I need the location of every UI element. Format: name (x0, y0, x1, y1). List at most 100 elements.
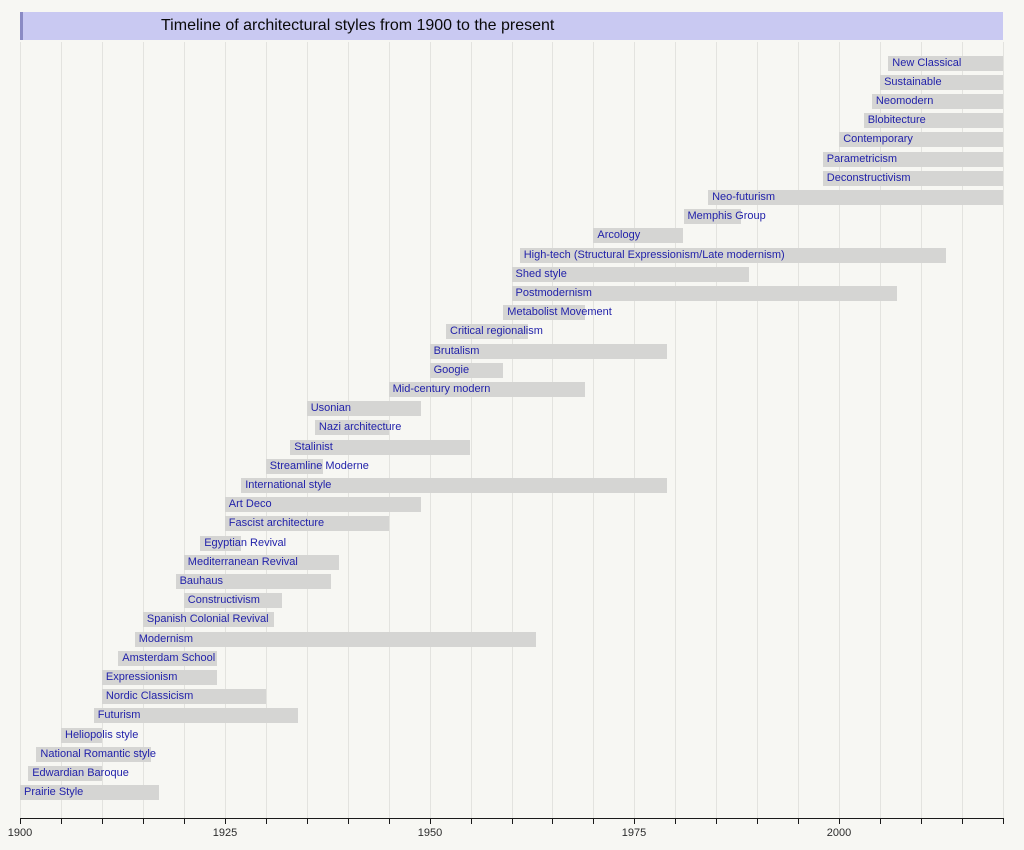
timeline-label-bauhaus[interactable]: Bauhaus (179, 575, 224, 587)
timeline-bar-blobitecture (863, 113, 1003, 128)
timeline-bar-international-style (241, 478, 668, 493)
timeline-label-brutalism[interactable]: Brutalism (433, 345, 480, 357)
timeline-label-spanish-colonial-revival[interactable]: Spanish Colonial Revival (146, 613, 269, 625)
timeline-bar-heliopolis-style (61, 728, 102, 743)
timeline-label-blobitecture[interactable]: Blobitecture (867, 114, 926, 126)
axis-tick-1935 (307, 819, 308, 824)
timeline-label-futurism[interactable]: Futurism (97, 709, 141, 721)
timeline-label-mediterranean-revival[interactable]: Mediterranean Revival (187, 556, 298, 568)
gridline-1995 (798, 42, 799, 818)
timeline-label-neomodern[interactable]: Neomodern (875, 95, 934, 107)
gridline-1955 (471, 42, 472, 818)
gridline-1900 (20, 42, 21, 818)
timeline-label-arcology[interactable]: Arcology (597, 229, 641, 241)
axis-tick-1995 (798, 819, 799, 824)
axis-tick-1980 (675, 819, 676, 824)
axis-tick-1940 (348, 819, 349, 824)
timeline-label-mid-century-modern[interactable]: Mid-century modern (392, 383, 491, 395)
timeline-bar-contemporary (839, 132, 1003, 147)
timeline-label-stalinist[interactable]: Stalinist (294, 441, 333, 453)
axis-tick-1955 (471, 819, 472, 824)
axis-tick-2000 (839, 819, 840, 824)
axis-tick-1950 (430, 819, 431, 824)
timeline-label-contemporary[interactable]: Contemporary (843, 133, 913, 145)
timeline-bar-arcology (593, 228, 684, 243)
gridline-1980 (675, 42, 676, 818)
timeline-bar-expressionism (101, 670, 217, 685)
gridline-1970 (593, 42, 594, 818)
timeline-bar-stalinist (290, 440, 471, 455)
timeline-label-streamline-moderne[interactable]: Streamline Moderne (269, 460, 369, 472)
gridline-1910 (102, 42, 103, 818)
axis-tick-1970 (593, 819, 594, 824)
gridline-2010 (921, 42, 922, 818)
timeline-bar-streamline-moderne (265, 459, 324, 474)
chart-title-bar: Timeline of architectural styles from 19… (20, 12, 1003, 40)
timeline-label-high-tech-structural-expressionism-late-modernism[interactable]: High-tech (Structural Expressionism/Late… (523, 249, 785, 261)
timeline-bar-futurism (93, 708, 299, 723)
timeline-label-constructivism[interactable]: Constructivism (187, 594, 260, 606)
timeline-label-art-deco[interactable]: Art Deco (228, 498, 272, 510)
timeline-label-critical-regionalism[interactable]: Critical regionalism (450, 325, 543, 337)
timeline-label-new-classical[interactable]: New Classical (892, 57, 962, 69)
timeline-label-heliopolis-style[interactable]: Heliopolis style (65, 729, 139, 741)
timeline-bar-bauhaus (175, 574, 332, 589)
timeline-bar-modernism (134, 632, 537, 647)
gridline-1925 (225, 42, 226, 818)
gridline-2000 (839, 42, 840, 818)
timeline-bar-metabolist-movement (503, 305, 586, 320)
gridline-2015 (962, 42, 963, 818)
timeline-label-neo-futurism[interactable]: Neo-futurism (712, 191, 776, 203)
timeline-label-parametricism[interactable]: Parametricism (826, 153, 898, 165)
timeline-label-international-style[interactable]: International style (245, 479, 332, 491)
gridline-1990 (757, 42, 758, 818)
axis-label-2000: 2000 (826, 827, 852, 839)
axis-tick-1945 (389, 819, 390, 824)
axis-tick-1985 (716, 819, 717, 824)
axis-tick-1925 (225, 819, 226, 824)
timeline-label-edwardian-baroque[interactable]: Edwardian Baroque (32, 767, 129, 779)
timeline-label-postmodernism[interactable]: Postmodernism (515, 287, 592, 299)
timeline-bar-nazi-architecture (314, 420, 389, 435)
axis-tick-1965 (552, 819, 553, 824)
timeline-bar-shed-style (511, 267, 750, 282)
timeline-label-amsterdam-school[interactable]: Amsterdam School (122, 652, 216, 664)
timeline-bar-national-romantic-style (36, 747, 152, 762)
timeline-label-modernism[interactable]: Modernism (138, 633, 194, 645)
timeline-bar-edwardian-baroque (28, 766, 102, 781)
axis-tick-1975 (634, 819, 635, 824)
timeline-label-national-romantic-style[interactable]: National Romantic style (40, 748, 156, 760)
gridline-1975 (634, 42, 635, 818)
timeline-label-shed-style[interactable]: Shed style (515, 268, 567, 280)
timeline-label-usonian[interactable]: Usonian (310, 402, 352, 414)
timeline-label-deconstructivism[interactable]: Deconstructivism (826, 172, 911, 184)
gridline-1920 (184, 42, 185, 818)
gridline-1905 (61, 42, 62, 818)
gridline-1945 (389, 42, 390, 818)
axis-label-1975: 1975 (621, 827, 647, 839)
timeline-label-nordic-classicism[interactable]: Nordic Classicism (105, 690, 194, 702)
gridline-1935 (307, 42, 308, 818)
timeline-label-egyptian-revival[interactable]: Egyptian Revival (204, 537, 287, 549)
timeline-label-nazi-architecture[interactable]: Nazi architecture (318, 421, 402, 433)
timeline-bar-googie (429, 363, 504, 378)
timeline-bar-neomodern (871, 94, 1003, 109)
axis-tick-1930 (266, 819, 267, 824)
axis-tick-1915 (143, 819, 144, 824)
timeline-label-memphis-group[interactable]: Memphis Group (687, 210, 766, 222)
timeline-label-prairie-style[interactable]: Prairie Style (24, 786, 84, 798)
timeline-bar-constructivism (183, 593, 283, 608)
timeline-bar-egyptian-revival (200, 536, 242, 551)
timeline-bar-amsterdam-school (118, 651, 217, 666)
timeline-bar-nordic-classicism (101, 689, 266, 704)
timeline-label-sustainable[interactable]: Sustainable (884, 76, 942, 88)
plot-area: New Classical Sustainable Neomodern Blobite… (20, 42, 1004, 818)
timeline-label-expressionism[interactable]: Expressionism (105, 671, 178, 683)
timeline-bar-prairie-style (20, 785, 160, 800)
timeline-label-googie[interactable]: Googie (433, 364, 470, 376)
timeline-label-fascist-architecture[interactable]: Fascist architecture (228, 517, 325, 529)
timeline-bar-high-tech-structural-expressionism-late-modernism (519, 248, 946, 263)
timeline-label-metabolist-movement[interactable]: Metabolist Movement (507, 306, 612, 318)
axis-tick-1905 (61, 819, 62, 824)
axis-label-1900: 1900 (7, 827, 33, 839)
